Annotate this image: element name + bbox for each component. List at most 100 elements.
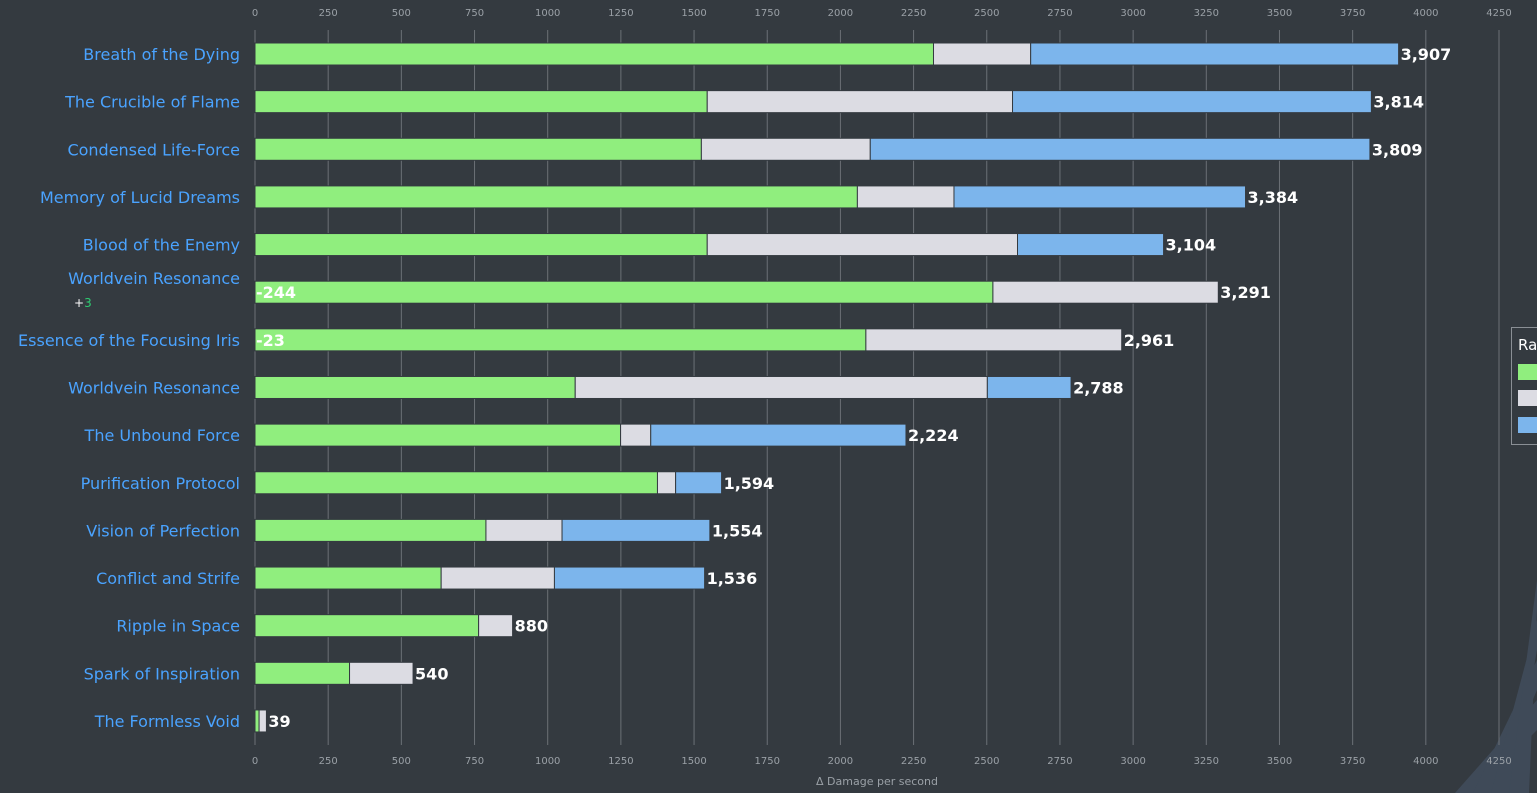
data-label-total: 39 bbox=[268, 712, 290, 731]
x-axis-top-ticks: 0 250 500 750 1000 1250 1500 1750 2000 2250 2500 27… bbox=[252, 8, 1512, 19]
watermark-decoration bbox=[1455, 580, 1537, 793]
category-label[interactable]: Conflict and Strife bbox=[96, 569, 240, 588]
category-label[interactable]: Memory of Lucid Dreams bbox=[40, 188, 240, 207]
legend-swatch-green[interactable] bbox=[1518, 364, 1537, 380]
bar-segment[interactable] bbox=[856, 185, 955, 209]
x-tick-label: 500 bbox=[392, 756, 411, 767]
bar-segment[interactable] bbox=[254, 185, 858, 209]
data-label-total: 1,594 bbox=[724, 474, 775, 493]
x-tick-label-top: 2750 bbox=[1047, 8, 1072, 19]
category-label[interactable]: Spark of Inspiration bbox=[84, 664, 240, 683]
category-label[interactable]: Ripple in Space bbox=[116, 617, 240, 636]
category-label[interactable]: Worldvein Resonance bbox=[68, 269, 240, 288]
bar-segment[interactable] bbox=[650, 423, 907, 447]
bar-segment[interactable] bbox=[675, 471, 723, 495]
bar-segment[interactable] bbox=[561, 518, 711, 542]
data-label-negative: -23 bbox=[256, 331, 285, 350]
bar-segment[interactable] bbox=[254, 280, 994, 304]
bar-segment[interactable] bbox=[254, 709, 260, 733]
category-label[interactable]: The Formless Void bbox=[94, 712, 240, 731]
bar-segment[interactable] bbox=[574, 375, 988, 399]
category-label[interactable]: Condensed Life-Force bbox=[67, 140, 240, 159]
bar-segment[interactable] bbox=[553, 566, 706, 590]
x-tick-label-top: 250 bbox=[319, 8, 338, 19]
x-axis-title: Δ Damage per second bbox=[816, 775, 938, 788]
data-label-total: 540 bbox=[415, 664, 448, 683]
x-tick-label-top: 1250 bbox=[608, 8, 633, 19]
x-tick-label-top: 3250 bbox=[1194, 8, 1219, 19]
bar-segment[interactable] bbox=[254, 42, 934, 66]
bar-segment[interactable] bbox=[869, 137, 1371, 161]
bar-segment[interactable] bbox=[254, 423, 622, 447]
bar-segment[interactable] bbox=[258, 709, 267, 733]
bar-segment[interactable] bbox=[706, 233, 1018, 257]
x-tick-label-top: 3750 bbox=[1340, 8, 1365, 19]
category-label[interactable]: Worldvein Resonance bbox=[68, 378, 240, 397]
bar-segment[interactable] bbox=[865, 328, 1123, 352]
category-label[interactable]: The Crucible of Flame bbox=[64, 93, 240, 112]
bar-segment[interactable] bbox=[700, 137, 871, 161]
bar-segment[interactable] bbox=[254, 90, 708, 114]
x-tick-label: 1750 bbox=[755, 756, 780, 767]
bar-segment[interactable] bbox=[254, 233, 708, 257]
data-label-total: 2,224 bbox=[908, 426, 959, 445]
bar-segment[interactable] bbox=[992, 280, 1219, 304]
category-label[interactable]: Essence of the Focusing Iris bbox=[18, 331, 240, 350]
data-labels: 3,907 3,814 3,809 3,384 3,104 3,291 -244 2,961 -… bbox=[256, 45, 1451, 731]
bar-segment[interactable] bbox=[620, 423, 652, 447]
x-tick-label: 3250 bbox=[1194, 756, 1219, 767]
bar-segment[interactable] bbox=[254, 328, 867, 352]
x-tick-label: 4000 bbox=[1413, 756, 1438, 767]
x-tick-label: 1250 bbox=[608, 756, 633, 767]
x-tick-label-top: 2500 bbox=[974, 8, 999, 19]
bar-segment[interactable] bbox=[254, 137, 702, 161]
x-tick-label: 3750 bbox=[1340, 756, 1365, 767]
bar-segment[interactable] bbox=[1030, 42, 1400, 66]
category-label[interactable]: Breath of the Dying bbox=[83, 45, 240, 64]
category-label[interactable]: Purification Protocol bbox=[81, 474, 240, 493]
category-label[interactable]: Blood of the Enemy bbox=[83, 236, 240, 255]
x-tick-label-top: 0 bbox=[252, 8, 258, 19]
x-tick-label: 2000 bbox=[828, 756, 853, 767]
legend-swatch-grey[interactable] bbox=[1518, 390, 1537, 406]
bar-segment[interactable] bbox=[254, 614, 480, 638]
category-label[interactable]: Vision of Perfection bbox=[86, 521, 240, 540]
data-label-total: 3,104 bbox=[1166, 236, 1217, 255]
x-tick-label-top: 500 bbox=[392, 8, 411, 19]
legend[interactable]: Ra bbox=[1511, 327, 1537, 445]
bar-segment[interactable] bbox=[986, 375, 1072, 399]
bar-segment[interactable] bbox=[254, 471, 658, 495]
bar-segment[interactable] bbox=[254, 518, 487, 542]
x-tick-label: 2250 bbox=[901, 756, 926, 767]
data-label-total: 2,788 bbox=[1073, 378, 1124, 397]
bar-segment[interactable] bbox=[349, 661, 414, 685]
x-tick-label-top: 4000 bbox=[1413, 8, 1438, 19]
bar-segment[interactable] bbox=[254, 375, 576, 399]
x-tick-label-top: 3500 bbox=[1267, 8, 1292, 19]
bar-segment[interactable] bbox=[254, 661, 351, 685]
bar-segment[interactable] bbox=[485, 518, 563, 542]
category-note: +3 bbox=[74, 296, 92, 310]
legend-swatch-blue[interactable] bbox=[1518, 417, 1537, 433]
bar-segment[interactable] bbox=[932, 42, 1032, 66]
bar-segment[interactable] bbox=[254, 566, 442, 590]
bar-segment[interactable] bbox=[1012, 90, 1372, 114]
bar-segment[interactable] bbox=[706, 90, 1014, 114]
bar-segment[interactable] bbox=[953, 185, 1247, 209]
x-tick-label-top: 3000 bbox=[1120, 8, 1145, 19]
bar-segment[interactable] bbox=[1016, 233, 1165, 257]
x-tick-label: 250 bbox=[319, 756, 338, 767]
x-tick-label: 0 bbox=[252, 756, 258, 767]
data-label-total: 2,961 bbox=[1124, 331, 1175, 350]
category-label[interactable]: The Unbound Force bbox=[84, 426, 240, 445]
bar-segment[interactable] bbox=[440, 566, 555, 590]
x-tick-label: 2750 bbox=[1047, 756, 1072, 767]
x-tick-label: 2500 bbox=[974, 756, 999, 767]
x-tick-label-top: 1750 bbox=[755, 8, 780, 19]
bar-segment[interactable] bbox=[478, 614, 514, 638]
bar-segment[interactable] bbox=[656, 471, 677, 495]
data-label-total: 880 bbox=[515, 617, 548, 636]
x-tick-label: 1000 bbox=[535, 756, 560, 767]
data-label-total: 3,809 bbox=[1372, 140, 1423, 159]
